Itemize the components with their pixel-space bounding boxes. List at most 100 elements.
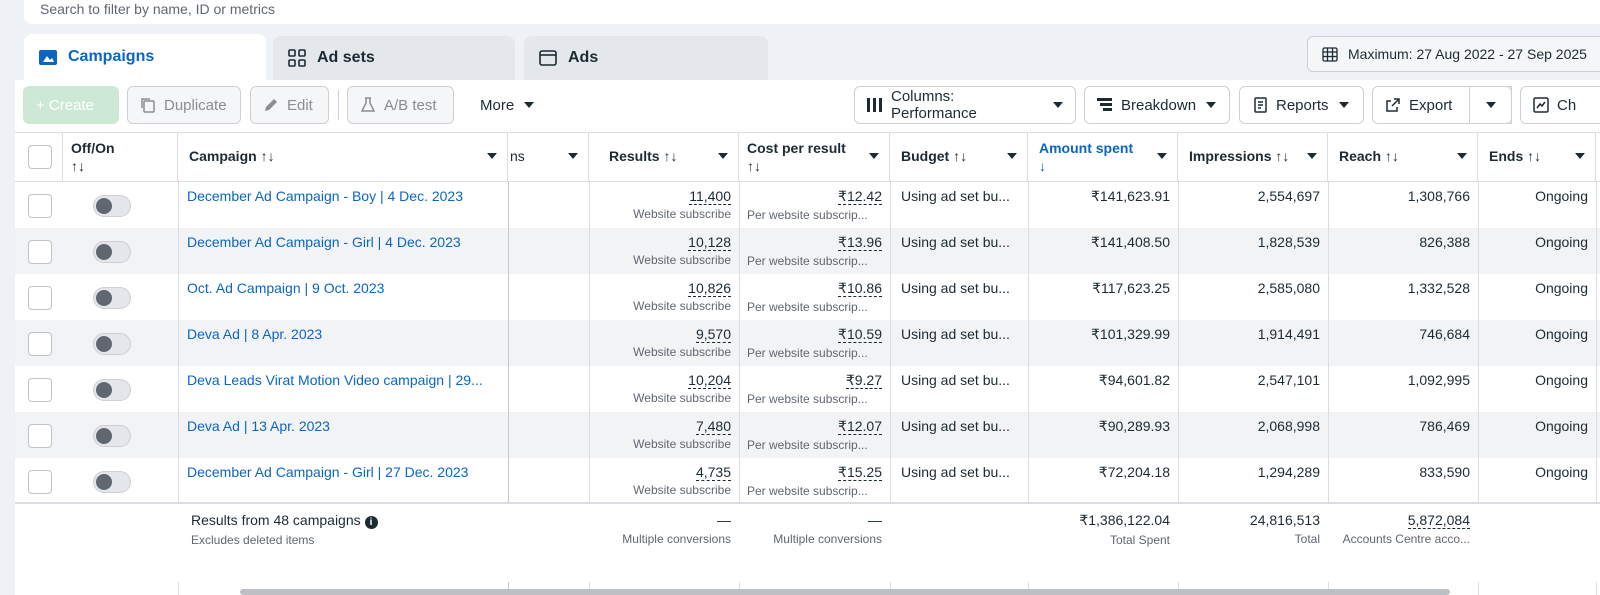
table-row[interactable]: December Ad Campaign - Girl | 4 Dec. 202… — [15, 228, 1600, 274]
tab-ad-sets[interactable]: Ad sets — [273, 36, 515, 80]
campaign-name-link[interactable]: December Ad Campaign - Boy | 4 Dec. 2023 — [187, 188, 464, 204]
search-input[interactable]: Search to filter by name, ID or metrics — [40, 1, 275, 17]
header-off-on[interactable]: Off/On ↑↓ — [63, 133, 178, 181]
toolbar: + Create Duplicate Edit A/B test More Co… — [15, 80, 1600, 132]
impressions-value: 2,554,697 — [1257, 188, 1320, 204]
horizontal-scrollbar[interactable] — [240, 589, 1450, 595]
columns-button[interactable]: Columns: Performance — [854, 86, 1076, 124]
toggle-knob — [96, 428, 112, 444]
cost-per-result-value[interactable]: ₹9.27 — [845, 372, 882, 389]
results-value[interactable]: 10,826 — [688, 280, 731, 297]
header-next[interactable]: A s — [1596, 133, 1600, 181]
header-reach[interactable]: Reach ↑↓ — [1328, 133, 1478, 181]
totals-cpr-value: — — [868, 512, 882, 528]
campaign-toggle[interactable] — [93, 333, 131, 355]
table-row[interactable]: Deva Leads Virat Motion Video campaign |… — [15, 366, 1600, 412]
results-value[interactable]: 4,735 — [695, 464, 731, 481]
campaign-name-link[interactable]: Deva Ad | 13 Apr. 2023 — [187, 418, 330, 434]
duplicate-button[interactable]: Duplicate — [127, 86, 241, 124]
row-checkbox[interactable] — [28, 240, 52, 264]
ab-test-button[interactable]: A/B test — [347, 86, 454, 124]
row-checkbox[interactable] — [28, 194, 52, 218]
breakdown-label: Breakdown — [1121, 96, 1197, 114]
campaign-name-link[interactable]: Deva Leads Virat Motion Video campaign |… — [187, 372, 483, 388]
toggle-knob — [96, 382, 112, 398]
more-button[interactable]: More — [467, 86, 547, 124]
table-row[interactable]: December Ad Campaign - Girl | 27 Dec. 20… — [15, 458, 1600, 504]
select-all-checkbox[interactable] — [28, 145, 52, 169]
date-range-picker[interactable]: Maximum: 27 Aug 2022 - 27 Sep 2025 — [1307, 36, 1600, 72]
info-icon[interactable]: i — [364, 516, 378, 529]
results-value[interactable]: 10,128 — [688, 234, 731, 251]
sort-icon: ↑↓ — [1275, 148, 1290, 164]
chevron-down-icon — [1307, 153, 1317, 159]
campaign-toggle[interactable] — [93, 241, 131, 263]
results-value[interactable]: 10,204 — [688, 372, 731, 389]
header-budget[interactable]: Budget ↑↓ — [890, 133, 1028, 181]
column-divider — [1596, 182, 1597, 595]
cost-per-result-value[interactable]: ₹12.42 — [838, 188, 882, 205]
toolbar-divider — [338, 90, 339, 120]
cost-per-result-value[interactable]: ₹13.96 — [838, 234, 882, 251]
tab-campaigns[interactable]: Campaigns — [24, 34, 266, 80]
row-checkbox[interactable] — [28, 332, 52, 356]
results-type: Website subscribe — [633, 207, 731, 221]
row-checkbox[interactable] — [28, 378, 52, 402]
cost-per-result-type: Per website subscrip... — [747, 346, 868, 360]
charts-button[interactable]: Ch — [1520, 86, 1600, 124]
campaign-name-link[interactable]: Deva Ad | 8 Apr. 2023 — [187, 326, 323, 342]
amount-spent-value: ₹117,623.25 — [1092, 280, 1170, 296]
cost-per-result-type: Per website subscrip... — [747, 484, 868, 498]
reach-value: 833,590 — [1419, 464, 1470, 480]
campaign-toggle[interactable] — [93, 195, 131, 217]
cost-per-result-type: Per website subscrip... — [747, 254, 868, 268]
reach-value: 786,469 — [1419, 418, 1470, 434]
row-checkbox[interactable] — [28, 286, 52, 310]
row-checkbox[interactable] — [28, 470, 52, 494]
column-divider — [739, 182, 740, 595]
header-ends[interactable]: Ends ↑↓ — [1478, 133, 1596, 181]
campaign-name-link[interactable]: December Ad Campaign - Girl | 27 Dec. 20… — [187, 464, 469, 480]
header-results[interactable]: Results ↑↓ — [589, 133, 739, 181]
campaign-toggle[interactable] — [93, 379, 131, 401]
header-campaign[interactable]: Campaign ↑↓ — [178, 133, 508, 181]
campaign-toggle[interactable] — [93, 425, 131, 447]
breakdown-button[interactable]: Breakdown — [1084, 86, 1230, 124]
header-amount-spent[interactable]: Amount spent ↓ — [1028, 133, 1178, 181]
cost-per-result-value[interactable]: ₹10.86 — [838, 280, 882, 297]
campaign-name-link[interactable]: Oct. Ad Campaign | 9 Oct. 2023 — [187, 280, 385, 296]
cost-per-result-type: Per website subscrip... — [747, 300, 868, 314]
cost-per-result-value[interactable]: ₹10.59 — [838, 326, 882, 343]
ad-icon — [538, 48, 558, 68]
header-label: Amount spent — [1039, 140, 1134, 156]
results-value[interactable]: 9,570 — [695, 326, 731, 343]
table-row[interactable]: Oct. Ad Campaign | 9 Oct. 2023 10,826 Webs… — [15, 274, 1600, 320]
cost-per-result-value[interactable]: ₹12.07 — [838, 418, 882, 435]
column-divider — [1028, 182, 1029, 595]
table-row[interactable]: Deva Ad | 13 Apr. 2023 7,480 Website subsc… — [15, 412, 1600, 458]
results-value[interactable]: 7,480 — [695, 418, 731, 435]
header-label: Budget — [901, 148, 950, 164]
export-dropdown-button[interactable] — [1469, 86, 1512, 124]
campaign-toggle[interactable] — [93, 471, 131, 493]
reports-button[interactable]: Reports — [1239, 86, 1364, 124]
header-impressions[interactable]: Impressions ↑↓ — [1178, 133, 1328, 181]
create-button[interactable]: + Create — [23, 86, 119, 124]
table-row[interactable]: December Ad Campaign - Boy | 4 Dec. 2023… — [15, 182, 1600, 228]
results-value[interactable]: 11,400 — [689, 188, 731, 205]
header-label: Ends — [1489, 148, 1524, 164]
header-attribution[interactable]: ns — [508, 133, 589, 181]
table-row[interactable]: Deva Ad | 8 Apr. 2023 9,570 Website subscr… — [15, 320, 1600, 366]
campaign-name-link[interactable]: December Ad Campaign - Girl | 4 Dec. 202… — [187, 234, 461, 250]
edit-button[interactable]: Edit — [250, 86, 329, 124]
sort-icon: ↑↓ — [260, 148, 275, 164]
cost-per-result-value[interactable]: ₹15.25 — [838, 464, 882, 481]
campaign-toggle[interactable] — [93, 287, 131, 309]
results-type: Website subscribe — [633, 299, 731, 313]
tab-ads[interactable]: Ads — [524, 36, 768, 80]
row-checkbox[interactable] — [28, 424, 52, 448]
search-bar[interactable]: Search to filter by name, ID or metrics — [24, 0, 1600, 24]
cost-per-result-type: Per website subscrip... — [747, 392, 868, 406]
reach-value: 1,332,528 — [1407, 280, 1470, 296]
header-cost-per-result[interactable]: Cost per result ↑↓ — [739, 133, 890, 181]
